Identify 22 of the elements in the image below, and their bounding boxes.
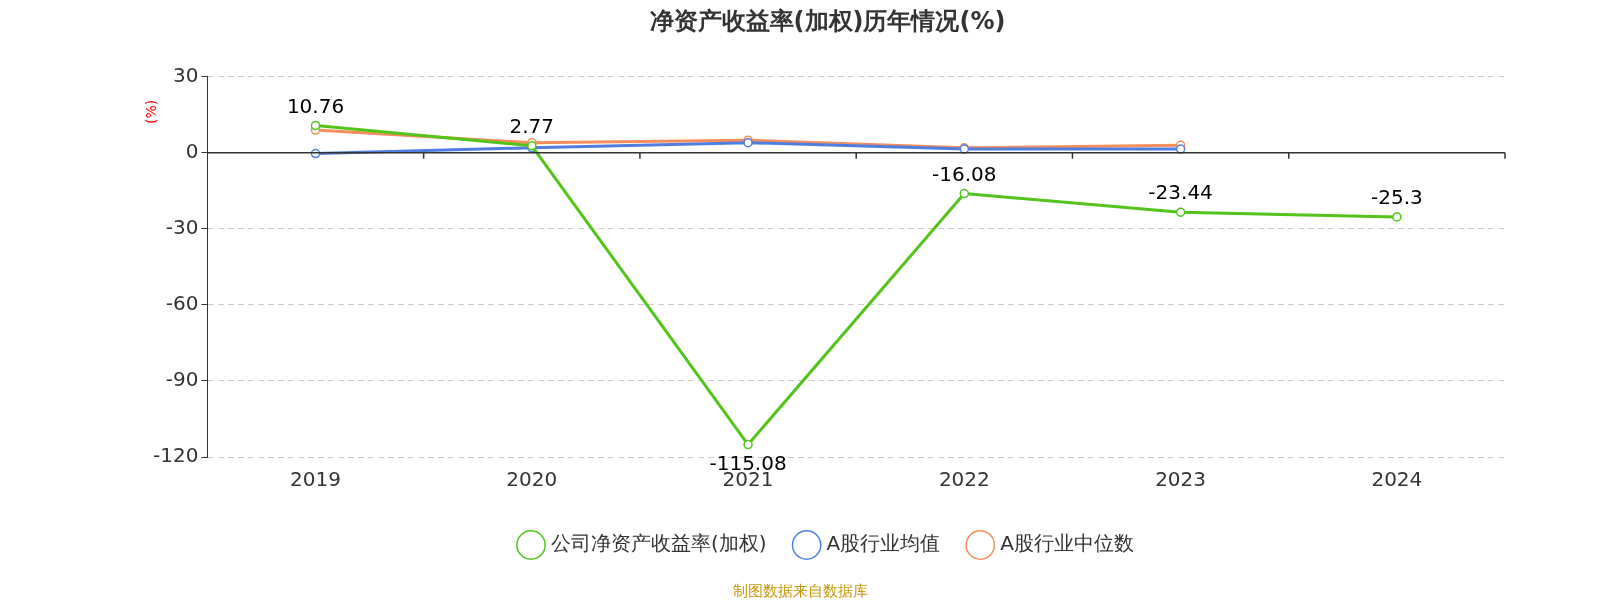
x-tick-label: 2022 [938, 467, 990, 492]
y-tick-label: 0 [185, 139, 199, 164]
text: 制图数据来自数据库 [732, 581, 868, 600]
x-tick-label: 2019 [290, 467, 341, 492]
data-label: -16.08 [932, 161, 997, 186]
y-tick-label: -30 [165, 215, 199, 240]
y-tick-label: -60 [165, 291, 199, 316]
x-tick-label: 2020 [506, 467, 558, 492]
y-tick-label: 30 [172, 63, 199, 87]
legend-label: 公司净资产收益率(加权) [551, 531, 767, 556]
x-tick-label: 2023 [1155, 467, 1207, 492]
legend-label: A股行业中位数 [1000, 531, 1134, 556]
data-label: 10.76 [286, 93, 345, 118]
x-tick-label: 2024 [1371, 467, 1423, 492]
y-tick-label: -90 [165, 367, 199, 392]
legend-label: A股行业均值 [826, 531, 941, 556]
data-label: 2.77 [509, 114, 555, 139]
data-label: -23.44 [1148, 180, 1213, 205]
y-tick-label: -120 [153, 443, 199, 468]
y-axis-title: (%) [143, 99, 160, 124]
data-label: -25.3 [1370, 185, 1423, 210]
chart-title: 净资产收益率(加权)历年情况(%) [649, 6, 1006, 35]
